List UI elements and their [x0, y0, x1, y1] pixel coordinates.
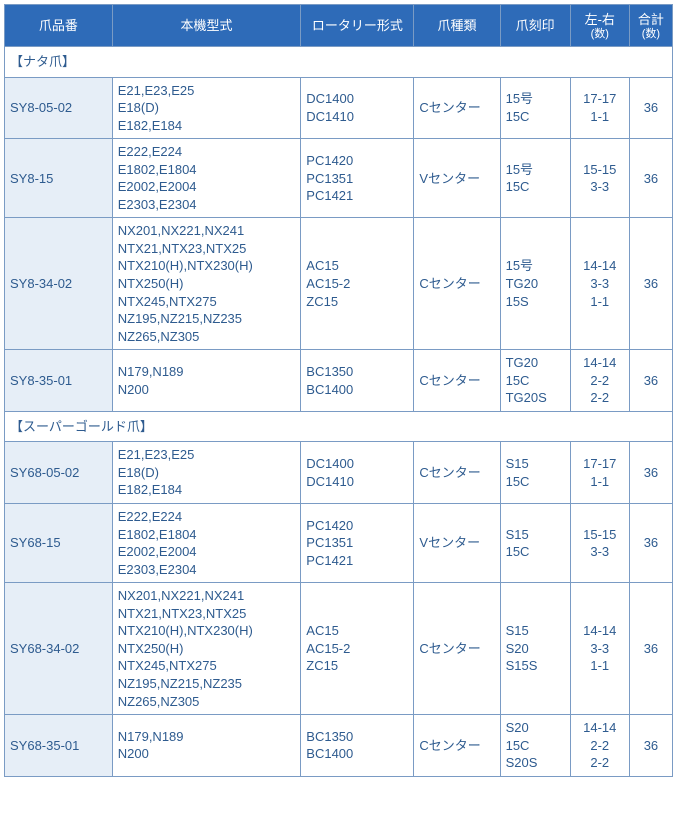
- cell-total: 36: [629, 442, 672, 504]
- cell-model: E21,E23,E25E18(D)E182,E184: [112, 442, 301, 504]
- cell-partno: SY8-34-02: [5, 218, 113, 350]
- cell-rotary: BC1350BC1400: [301, 715, 414, 777]
- cell-model: E21,E23,E25E18(D)E182,E184: [112, 77, 301, 139]
- cell-type: Vセンター: [414, 504, 500, 583]
- header-total-bottom: (数): [635, 28, 667, 40]
- cell-rotary: AC15AC15-2ZC15: [301, 583, 414, 715]
- table-row: SY68-35-01N179,N189N200BC1350BC1400Cセンター…: [5, 715, 673, 777]
- cell-lr: 15-153-3: [570, 504, 629, 583]
- cell-model: E222,E224E1802,E1804E2002,E2004E2303,E23…: [112, 139, 301, 218]
- header-total: 合計 (数): [629, 5, 672, 47]
- cell-lr: 14-142-22-2: [570, 715, 629, 777]
- cell-partno: SY68-15: [5, 504, 113, 583]
- table-row: SY68-05-02E21,E23,E25E18(D)E182,E184DC14…: [5, 442, 673, 504]
- cell-stamp: S2015CS20S: [500, 715, 570, 777]
- cell-lr: 15-153-3: [570, 139, 629, 218]
- table-row: SY68-34-02NX201,NX221,NX241NTX21,NTX23,N…: [5, 583, 673, 715]
- table-row: SY8-15E222,E224E1802,E1804E2002,E2004E23…: [5, 139, 673, 218]
- section-title: 【ナタ爪】: [5, 47, 673, 78]
- cell-model: NX201,NX221,NX241NTX21,NTX23,NTX25NTX210…: [112, 218, 301, 350]
- cell-lr: 17-171-1: [570, 77, 629, 139]
- cell-total: 36: [629, 139, 672, 218]
- cell-partno: SY68-05-02: [5, 442, 113, 504]
- cell-model: NX201,NX221,NX241NTX21,NTX23,NTX25NTX210…: [112, 583, 301, 715]
- cell-rotary: AC15AC15-2ZC15: [301, 218, 414, 350]
- cell-partno: SY8-05-02: [5, 77, 113, 139]
- cell-type: Cセンター: [414, 218, 500, 350]
- section-title: 【スーパーゴールド爪】: [5, 411, 673, 442]
- section-row: 【ナタ爪】: [5, 47, 673, 78]
- cell-total: 36: [629, 504, 672, 583]
- cell-total: 36: [629, 77, 672, 139]
- cell-lr: 14-143-31-1: [570, 583, 629, 715]
- cell-stamp: S1515C: [500, 504, 570, 583]
- header-rotary: ロータリー形式: [301, 5, 414, 47]
- cell-lr: 14-142-22-2: [570, 350, 629, 412]
- cell-model: N179,N189N200: [112, 350, 301, 412]
- cell-lr: 14-143-31-1: [570, 218, 629, 350]
- cell-total: 36: [629, 715, 672, 777]
- cell-rotary: DC1400DC1410: [301, 77, 414, 139]
- cell-rotary: BC1350BC1400: [301, 350, 414, 412]
- header-partno: 爪品番: [5, 5, 113, 47]
- cell-type: Cセンター: [414, 583, 500, 715]
- cell-model: N179,N189N200: [112, 715, 301, 777]
- cell-rotary: PC1420PC1351PC1421: [301, 139, 414, 218]
- header-model: 本機型式: [112, 5, 301, 47]
- table-row: SY68-15E222,E224E1802,E1804E2002,E2004E2…: [5, 504, 673, 583]
- cell-type: Cセンター: [414, 715, 500, 777]
- parts-table: 爪品番 本機型式 ロータリー形式 爪種類 爪刻印 左-右 (数) 合計 (数) …: [4, 4, 673, 777]
- cell-stamp: 15号15C: [500, 139, 570, 218]
- cell-rotary: DC1400DC1410: [301, 442, 414, 504]
- header-total-top: 合計: [638, 12, 664, 27]
- header-row: 爪品番 本機型式 ロータリー形式 爪種類 爪刻印 左-右 (数) 合計 (数): [5, 5, 673, 47]
- cell-type: Cセンター: [414, 442, 500, 504]
- header-lr: 左-右 (数): [570, 5, 629, 47]
- cell-stamp: 15号15C: [500, 77, 570, 139]
- table-body: 【ナタ爪】SY8-05-02E21,E23,E25E18(D)E182,E184…: [5, 47, 673, 777]
- cell-partno: SY68-34-02: [5, 583, 113, 715]
- header-type: 爪種類: [414, 5, 500, 47]
- table-row: SY8-05-02E21,E23,E25E18(D)E182,E184DC140…: [5, 77, 673, 139]
- cell-partno: SY68-35-01: [5, 715, 113, 777]
- table-row: SY8-34-02NX201,NX221,NX241NTX21,NTX23,NT…: [5, 218, 673, 350]
- cell-total: 36: [629, 583, 672, 715]
- header-lr-bottom: (数): [576, 28, 624, 40]
- table-row: SY8-35-01N179,N189N200BC1350BC1400CセンターT…: [5, 350, 673, 412]
- cell-partno: SY8-35-01: [5, 350, 113, 412]
- header-lr-top: 左-右: [585, 12, 615, 27]
- cell-rotary: PC1420PC1351PC1421: [301, 504, 414, 583]
- cell-total: 36: [629, 218, 672, 350]
- cell-stamp: S15S20S15S: [500, 583, 570, 715]
- cell-stamp: 15号TG2015S: [500, 218, 570, 350]
- cell-type: Cセンター: [414, 350, 500, 412]
- header-stamp: 爪刻印: [500, 5, 570, 47]
- cell-lr: 17-171-1: [570, 442, 629, 504]
- cell-type: Cセンター: [414, 77, 500, 139]
- cell-stamp: TG2015CTG20S: [500, 350, 570, 412]
- cell-stamp: S1515C: [500, 442, 570, 504]
- cell-type: Vセンター: [414, 139, 500, 218]
- section-row: 【スーパーゴールド爪】: [5, 411, 673, 442]
- cell-partno: SY8-15: [5, 139, 113, 218]
- cell-total: 36: [629, 350, 672, 412]
- cell-model: E222,E224E1802,E1804E2002,E2004E2303,E23…: [112, 504, 301, 583]
